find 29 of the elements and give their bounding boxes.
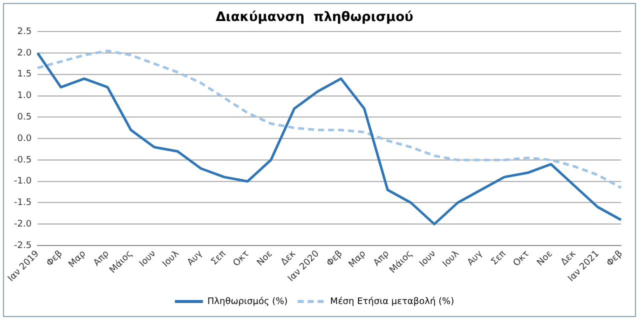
y-tick-label: -0.5	[14, 155, 32, 166]
x-tick-label: Δεκ	[559, 248, 579, 268]
x-tick-label: Σεπ	[210, 248, 228, 268]
x-tick-label: Φεβ	[605, 248, 625, 269]
x-tick-label: Σεπ	[490, 248, 508, 268]
y-tick-label: 0.5	[17, 112, 32, 123]
x-tick-label: Αυγ	[466, 248, 486, 268]
x-tick-label: Οκτ	[232, 249, 252, 269]
y-tick-label: -2.0	[14, 219, 32, 230]
x-tick-label: Νοε	[536, 248, 555, 268]
y-tick-label: 2.5	[17, 26, 32, 37]
x-tick-label: Οκτ	[512, 249, 532, 269]
legend-label: Μέση Ετήσια μεταβολή (%)	[330, 296, 454, 307]
line-series	[36, 50, 622, 190]
x-tick-label: Φεβ	[45, 248, 65, 269]
y-tick-label: -1.0	[14, 176, 32, 187]
y-tick-label: 0.0	[17, 134, 32, 144]
y-tick-label: 2.0	[17, 48, 32, 58]
chart-title: Διακύμανση πληθωρισμού	[216, 10, 414, 26]
x-tick-label: Δεκ	[279, 248, 299, 268]
x-tick-label: Απρ	[92, 248, 112, 268]
y-tick-label: -1.5	[14, 198, 32, 208]
y-tick-label: -2.5	[14, 240, 32, 251]
x-tick-label: Απρ	[372, 248, 392, 268]
y-tick-label: 1.5	[17, 70, 32, 80]
x-tick-label: Νοε	[256, 248, 275, 268]
x-tick-label: Φεβ	[325, 248, 345, 269]
y-tick-label: 1.0	[17, 91, 32, 102]
legend-label: Πληθωρισμός (%)	[207, 296, 288, 307]
